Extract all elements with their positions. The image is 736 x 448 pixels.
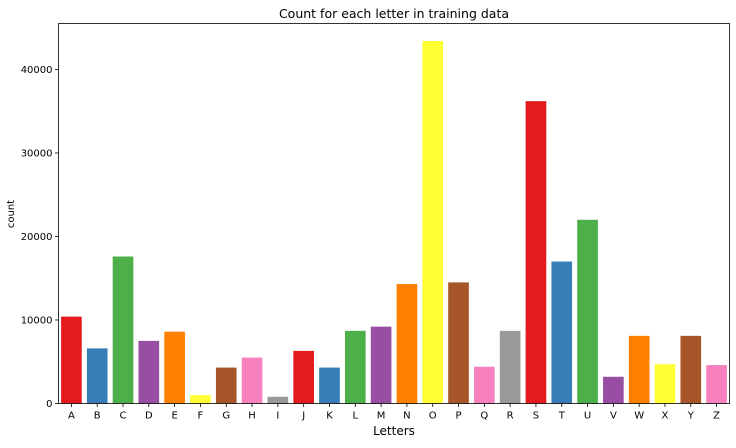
bar-q <box>474 366 495 404</box>
bar-d <box>138 340 160 404</box>
chart-title: Count for each letter in training data <box>279 6 509 21</box>
y-tick-label: 40000 <box>21 65 53 76</box>
ticks-layer: A B C D E F G H I J K L M N O P Q R S T U V W X Y Z 0 10000 20000 300… <box>21 65 720 422</box>
bar-p <box>448 282 469 404</box>
x-tick-label: D <box>145 411 153 422</box>
bar-x <box>654 364 676 404</box>
bar-u <box>577 219 598 404</box>
x-axis-label: Letters <box>373 424 415 438</box>
bar-f <box>190 395 211 404</box>
x-tick-label: G <box>222 411 230 422</box>
x-tick-label: L <box>352 411 358 422</box>
bar-i <box>267 396 289 404</box>
bar-c <box>112 256 134 404</box>
x-tick-label: B <box>94 411 101 422</box>
bar-b <box>86 348 108 404</box>
x-tick-label: T <box>558 411 566 422</box>
bars-layer <box>61 41 727 404</box>
x-tick-label: Q <box>480 411 488 422</box>
x-tick-label: K <box>326 411 333 422</box>
y-axis-label: count <box>6 200 17 228</box>
bar-h <box>241 357 263 404</box>
x-tick-label: Y <box>687 411 695 422</box>
x-tick-label: F <box>198 411 204 422</box>
y-tick-label: 10000 <box>21 315 53 326</box>
x-tick-label: V <box>610 411 617 422</box>
x-tick-label: I <box>276 411 279 422</box>
x-tick-label: U <box>584 411 591 422</box>
bar-j <box>293 350 314 404</box>
bar-w <box>628 335 650 404</box>
x-tick-label: Z <box>713 411 720 422</box>
x-tick-label: P <box>456 411 462 422</box>
bar-z <box>706 365 727 404</box>
x-tick-label: E <box>171 411 177 422</box>
x-tick-label: C <box>120 411 127 422</box>
bar-m <box>370 326 392 404</box>
bar-r <box>499 330 521 404</box>
x-tick-label: J <box>301 411 305 422</box>
plot-area-frame <box>58 23 730 404</box>
x-tick-label: H <box>248 411 256 422</box>
bar-g <box>215 367 237 404</box>
x-tick-label: A <box>68 411 75 422</box>
bar-t <box>551 261 573 404</box>
x-tick-label: W <box>634 411 644 422</box>
y-tick-label: 20000 <box>21 232 53 243</box>
y-tick-label: 30000 <box>21 148 53 159</box>
bar-l <box>344 330 366 404</box>
y-tick-label: 0 <box>46 399 52 410</box>
bar-k <box>319 367 340 404</box>
x-tick-label: N <box>403 411 410 422</box>
bar-y <box>680 335 702 404</box>
bar-e <box>164 331 185 404</box>
bar-v <box>603 376 624 404</box>
x-tick-label: O <box>429 411 437 422</box>
bar-n <box>396 284 418 404</box>
bar-o <box>422 41 444 404</box>
bar-s <box>525 101 547 404</box>
x-tick-label: X <box>662 411 669 422</box>
bar-a <box>61 316 82 404</box>
x-tick-label: S <box>533 411 539 422</box>
x-tick-label: M <box>377 411 386 422</box>
x-tick-label: R <box>507 411 514 422</box>
